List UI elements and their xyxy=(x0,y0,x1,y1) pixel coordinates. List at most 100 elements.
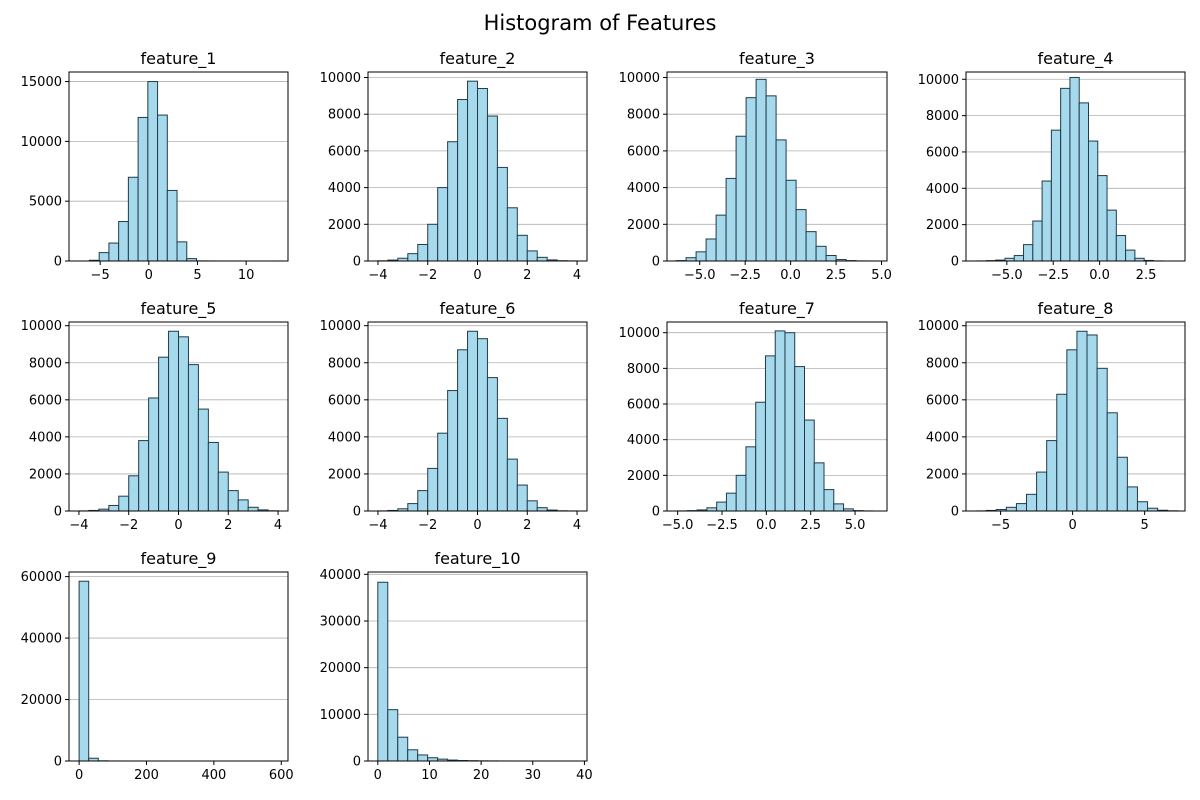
histogram-bar xyxy=(128,475,140,512)
axes-frame xyxy=(68,571,289,762)
histogram-4: 0 2000 4000 6000 8000 10000 −5.0 −2.5 0.0 2.5 feat… xyxy=(918,49,1186,283)
histogram-bar xyxy=(157,114,168,262)
y-tick-label: 6000 xyxy=(328,144,361,159)
histogram-bar xyxy=(1066,349,1078,512)
histogram-bar xyxy=(774,330,786,512)
y-tick-label: 6000 xyxy=(627,398,660,413)
subplot-title: feature_3 xyxy=(739,49,815,69)
subplot-title: feature_7 xyxy=(739,299,815,319)
histogram-bar xyxy=(427,223,439,262)
histogram-bar xyxy=(815,245,827,262)
histogram-bar xyxy=(166,189,178,262)
histogram-bar xyxy=(813,462,825,512)
histogram-bar xyxy=(1056,393,1068,512)
x-tick-label: 0.0 xyxy=(1089,268,1110,283)
axes-frame xyxy=(666,321,888,512)
x-tick-label: 5.0 xyxy=(871,268,892,283)
x-tick-label: 0.0 xyxy=(756,518,777,533)
histogram-bar xyxy=(745,97,757,262)
x-tick-label: 30 xyxy=(524,768,541,783)
histogram-bar xyxy=(168,330,180,512)
histogram-bar xyxy=(725,492,737,512)
x-tick-label: 0 xyxy=(75,768,83,783)
histogram-bar xyxy=(1026,493,1038,512)
x-tick-label: 0 xyxy=(473,518,481,533)
x-tick-label: 5 xyxy=(1141,518,1149,533)
histogram-bar xyxy=(98,252,110,262)
y-tick-label: 4000 xyxy=(926,430,959,445)
histogram-bar xyxy=(1106,412,1118,512)
y-tick-label: 8000 xyxy=(328,356,361,371)
subplot-title: feature_6 xyxy=(440,299,516,319)
histogram-bar xyxy=(1041,180,1052,262)
x-tick-label: 4 xyxy=(274,518,282,533)
histogram-bar xyxy=(1115,235,1127,262)
subplot-title: feature_9 xyxy=(141,549,217,569)
histogram-bar xyxy=(247,506,259,512)
histogram-bar xyxy=(1015,503,1028,512)
x-tick-label: 2 xyxy=(224,518,232,533)
y-tick-label: 6000 xyxy=(926,393,959,408)
subplot-title: feature_8 xyxy=(1038,299,1114,319)
x-tick-label: 20 xyxy=(473,768,490,783)
histogram-bar xyxy=(108,504,120,512)
histogram-bar xyxy=(1013,255,1025,262)
y-tick-label: 0 xyxy=(951,255,959,270)
histogram-7: 0 2000 4000 6000 8000 10000 −5.0 −2.5 0.0 2.5 5.0 f… xyxy=(619,299,888,533)
histogram-bar xyxy=(217,471,229,512)
x-tick-label: 400 xyxy=(201,768,226,783)
x-tick-label: 4 xyxy=(573,518,581,533)
y-tick-label: 2000 xyxy=(328,218,361,233)
subplot-title: feature_5 xyxy=(141,299,217,319)
histogram-bar xyxy=(1046,440,1058,512)
histogram-bar xyxy=(506,207,518,262)
x-tick-label: −2 xyxy=(418,268,437,283)
histogram-bar xyxy=(1086,334,1098,512)
y-tick-label: 0 xyxy=(353,505,361,520)
x-tick-label: 600 xyxy=(269,768,294,783)
histogram-bar xyxy=(705,238,717,262)
y-tick-label: 0 xyxy=(54,755,62,770)
x-tick-label: −5.0 xyxy=(991,268,1023,283)
x-tick-label: −2.5 xyxy=(706,518,738,533)
axes-frame xyxy=(965,321,1186,512)
x-tick-label: 2.5 xyxy=(826,268,847,283)
x-tick-label: −5 xyxy=(991,518,1010,533)
histogram-bar xyxy=(516,484,528,512)
histogram-bar xyxy=(1116,456,1128,512)
y-tick-label: 4000 xyxy=(627,181,660,196)
histogram-bar xyxy=(118,221,129,262)
histogram-bar xyxy=(477,88,488,262)
y-tick-label: 20000 xyxy=(21,693,62,708)
figure-title: Histogram of Features xyxy=(483,11,717,35)
y-tick-label: 0 xyxy=(353,255,361,270)
x-tick-label: 0 xyxy=(174,518,182,533)
x-tick-label: 0 xyxy=(473,268,481,283)
x-tick-label: −5.0 xyxy=(684,268,716,283)
x-tick-label: 10 xyxy=(238,268,255,283)
histogram-bar xyxy=(496,166,508,262)
histogram-bar xyxy=(1036,471,1048,512)
x-tick-label: −2.5 xyxy=(729,268,761,283)
x-tick-label: 40 xyxy=(576,768,593,783)
x-tick-label: 2.5 xyxy=(1136,268,1157,283)
x-tick-label: 2 xyxy=(523,518,531,533)
y-tick-label: 0 xyxy=(353,755,361,770)
histogram-bar xyxy=(1106,209,1117,262)
histogram-bar xyxy=(765,95,777,262)
y-tick-label: 4000 xyxy=(328,181,361,196)
histogram-bar xyxy=(755,401,766,512)
subplot-title: feature_2 xyxy=(440,49,516,69)
x-tick-label: −5 xyxy=(91,268,110,283)
histogram-bar xyxy=(1005,506,1017,512)
histogram-bar xyxy=(833,503,845,512)
y-tick-label: 6000 xyxy=(926,145,959,160)
y-tick-label: 10000 xyxy=(619,71,660,86)
histogram-bar xyxy=(1096,367,1108,512)
x-tick-label: 0 xyxy=(145,268,153,283)
histogram-bar xyxy=(407,253,419,262)
histogram-bar xyxy=(805,231,817,262)
histogram-10: 0 10000 20000 30000 40000 0 10 20 30 40 feature_10 xyxy=(320,549,593,783)
y-tick-label: 30000 xyxy=(320,615,361,630)
subplot-title: feature_1 xyxy=(141,49,217,69)
